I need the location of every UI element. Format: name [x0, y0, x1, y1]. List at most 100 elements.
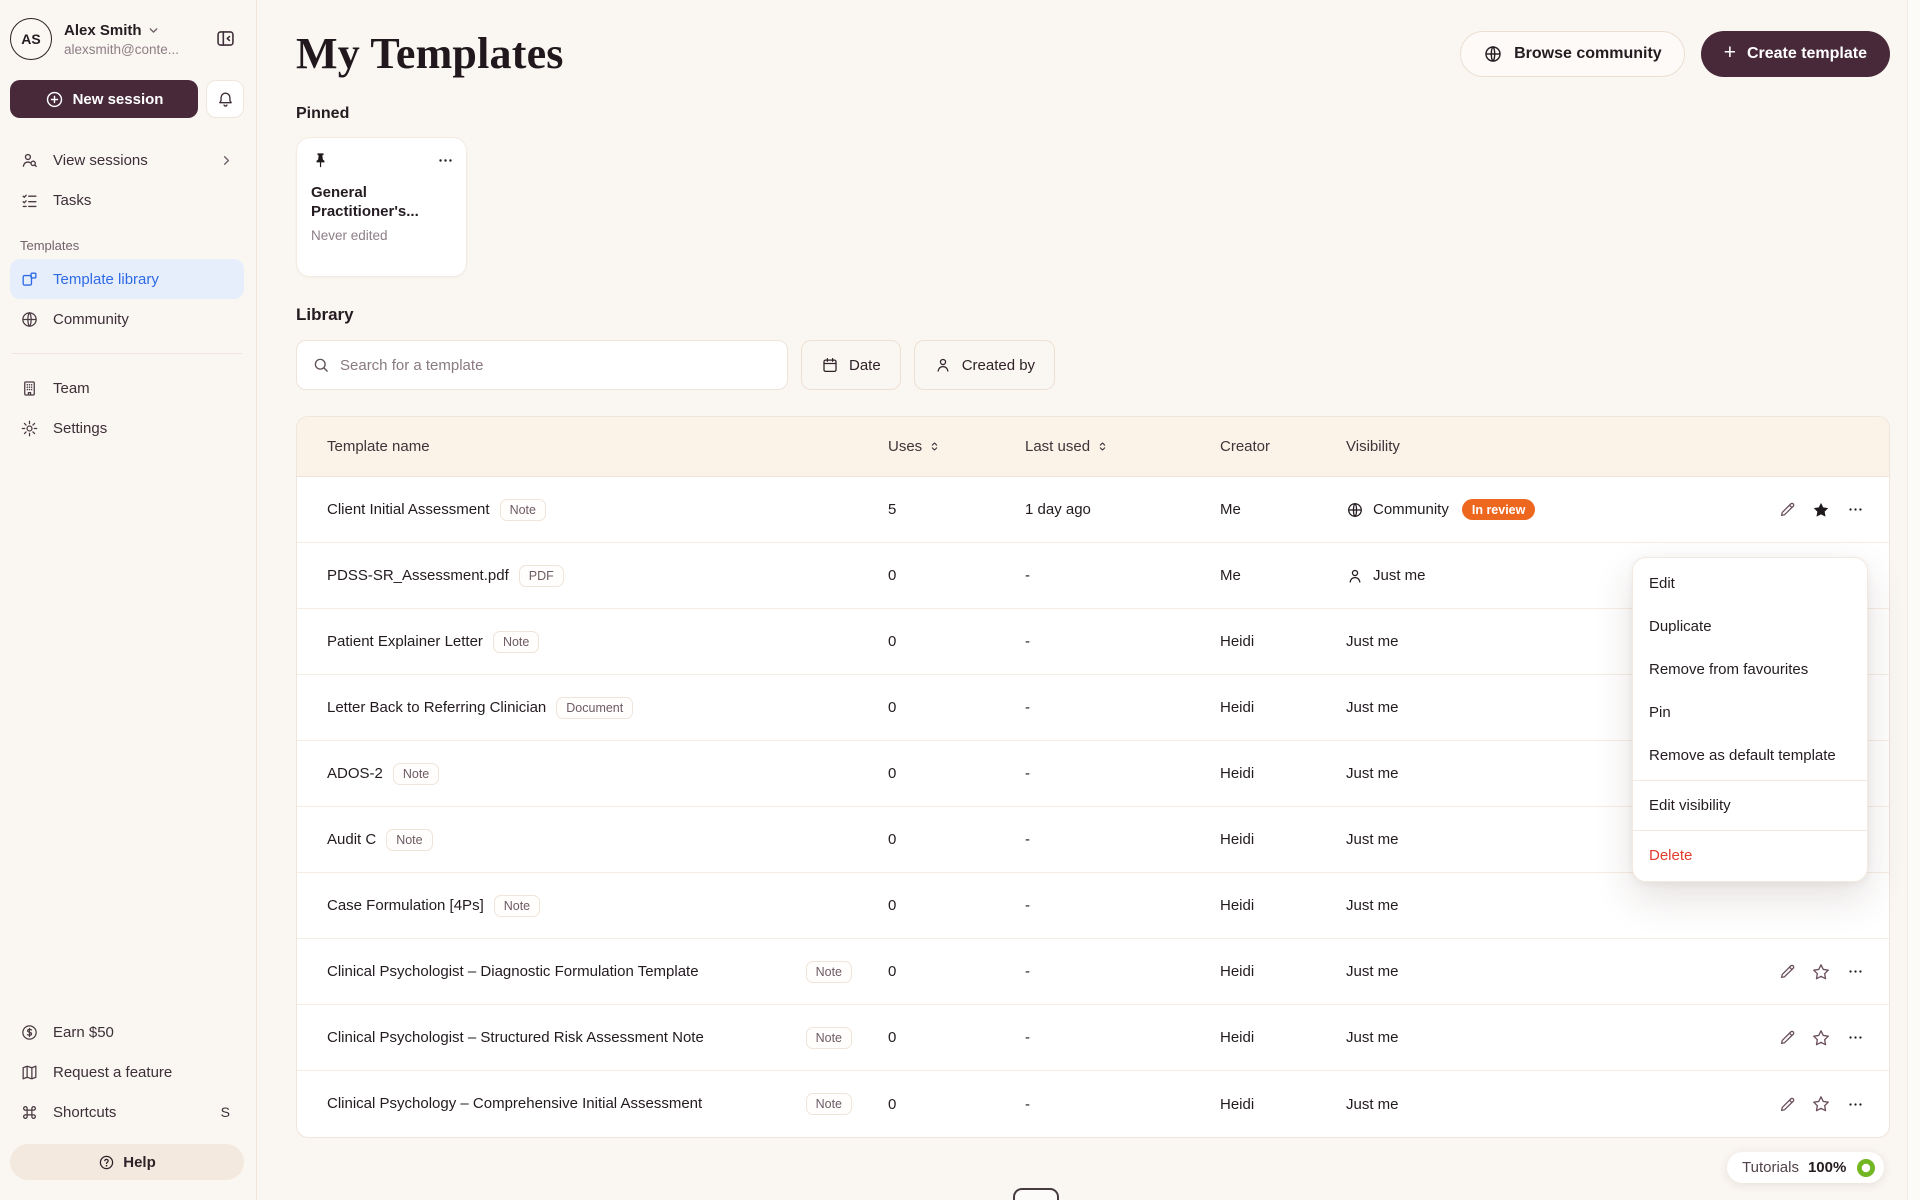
table-row[interactable]: PDSS-SR_Assessment.pdf PDF 0 - Me Just m…: [297, 543, 1889, 609]
uses-value: 0: [888, 1029, 897, 1046]
pencil-icon: [1780, 1097, 1794, 1111]
uses-value: 0: [888, 831, 897, 848]
table-row[interactable]: Clinical Psychologist – Diagnostic Formu…: [297, 939, 1889, 1005]
edit-button[interactable]: [1773, 496, 1801, 524]
globe-icon: [1485, 45, 1501, 62]
visibility-value: Just me: [1346, 897, 1399, 914]
collapse-sidebar-button[interactable]: [212, 25, 238, 51]
last-used-value: -: [1025, 831, 1030, 848]
create-template-button[interactable]: + Create template: [1700, 30, 1890, 77]
uses-value: 5: [888, 501, 897, 518]
search-input[interactable]: [340, 356, 772, 374]
ellipsis-icon: [1848, 508, 1862, 511]
scrollbar[interactable]: [1907, 0, 1920, 1200]
table-row[interactable]: Clinical Psychologist – Structured Risk …: [297, 1005, 1889, 1071]
template-grid-icon: [22, 271, 37, 286]
sidebar-item-request-feature[interactable]: Request a feature: [10, 1052, 244, 1092]
pencil-icon: [1780, 1030, 1794, 1045]
sidebar-item-view-sessions[interactable]: View sessions: [10, 140, 244, 180]
menu-item-pin[interactable]: Pin: [1649, 704, 1671, 721]
created-by-filter-button[interactable]: Created by: [913, 340, 1056, 390]
new-session-button[interactable]: New session: [10, 80, 198, 118]
tutorials-progress: 100%: [1807, 1159, 1847, 1176]
menu-item-delete[interactable]: Delete: [1649, 847, 1693, 864]
date-filter-button[interactable]: Date: [801, 340, 901, 390]
visibility-value: Just me: [1346, 831, 1399, 848]
sidebar-item-shortcuts[interactable]: Shortcuts S: [10, 1092, 244, 1132]
sidebar: AS Alex Smith alexsmith@conte... New ses…: [0, 0, 257, 1200]
search-icon: [314, 358, 328, 372]
dollar-coin-icon: [22, 1024, 37, 1040]
sidebar-item-label: View sessions: [53, 151, 148, 169]
menu-item-edit-visibility[interactable]: Edit visibility: [1649, 797, 1731, 814]
menu-item-remove-as-default-template[interactable]: Remove as default template: [1649, 747, 1836, 764]
pencil-icon: [1780, 964, 1794, 979]
library-section-label: Library: [296, 305, 354, 324]
sidebar-item-label: Team: [53, 379, 90, 397]
table-row[interactable]: ADOS-2 Note 0 - Heidi Just me: [297, 741, 1889, 807]
favourite-star-button[interactable]: [1807, 1024, 1835, 1052]
row-more-button[interactable]: [1841, 958, 1869, 986]
template-type-badge: Note: [493, 894, 541, 917]
sidebar-item-label: Request a feature: [53, 1063, 173, 1081]
row-more-button[interactable]: [1841, 1090, 1869, 1118]
sort-icon: [1099, 442, 1106, 451]
pagination-stub[interactable]: [1013, 1188, 1059, 1200]
table-row[interactable]: Client Initial Assessment Note 5 1 day a…: [297, 477, 1889, 543]
sidebar-item-team[interactable]: Team: [10, 368, 244, 408]
table-row[interactable]: Audit C Note 0 - Heidi Just me: [297, 807, 1889, 873]
sidebar-item-tasks[interactable]: Tasks: [10, 180, 244, 220]
visibility-value: Just me: [1346, 699, 1399, 716]
uses-value: 0: [888, 963, 897, 980]
tutorials-widget[interactable]: Tutorials 100%: [1727, 1152, 1885, 1183]
favourite-star-filled-button[interactable]: [1807, 496, 1835, 524]
chevron-down-icon: [149, 27, 157, 33]
sidebar-item-template-library[interactable]: Template library: [10, 259, 244, 299]
table-row[interactable]: Case Formulation [4Ps] Note 0 - Heidi Ju…: [297, 873, 1889, 939]
edit-button[interactable]: [1773, 1024, 1801, 1052]
edit-button[interactable]: [1773, 958, 1801, 986]
edit-button[interactable]: [1773, 1090, 1801, 1118]
card-more-button[interactable]: [437, 152, 454, 169]
sidebar-item-settings[interactable]: Settings: [10, 408, 244, 448]
template-search[interactable]: [296, 340, 788, 390]
templates-section-label: Templates: [20, 238, 80, 253]
creator-value: Heidi: [1220, 963, 1255, 980]
star-filled-icon: [1813, 502, 1829, 517]
last-used-value: -: [1025, 633, 1030, 650]
table-row[interactable]: Clinical Psychology – Comprehensive Init…: [297, 1071, 1889, 1137]
help-button[interactable]: Help: [10, 1144, 244, 1180]
ellipsis-icon: [1848, 1036, 1862, 1039]
row-actions: [1759, 1024, 1889, 1052]
row-more-button[interactable]: [1841, 1024, 1869, 1052]
table-body: Client Initial Assessment Note 5 1 day a…: [297, 477, 1889, 1137]
building-icon: [24, 380, 35, 396]
menu-item-edit[interactable]: Edit: [1649, 575, 1675, 592]
table-row[interactable]: Patient Explainer Letter Note 0 - Heidi …: [297, 609, 1889, 675]
browse-community-button[interactable]: Browse community: [1460, 30, 1685, 77]
menu-item-remove-from-favourites[interactable]: Remove from favourites: [1649, 661, 1809, 678]
column-header-uses-sort[interactable]: Uses: [888, 438, 941, 455]
column-header-template-name: Template name: [327, 438, 430, 455]
table-row[interactable]: Letter Back to Referring Clinician Docum…: [297, 675, 1889, 741]
user-menu[interactable]: AS Alex Smith alexsmith@conte...: [10, 16, 244, 74]
pinned-template-card[interactable]: General Practitioner's... Never edited: [296, 137, 467, 277]
column-header-last-used-sort[interactable]: Last used: [1025, 438, 1109, 455]
sidebar-divider: [12, 353, 242, 354]
menu-item-duplicate[interactable]: Duplicate: [1649, 618, 1712, 635]
template-type-badge: PDF: [518, 564, 564, 587]
favourite-star-button[interactable]: [1807, 1090, 1835, 1118]
favourite-star-button[interactable]: [1807, 958, 1835, 986]
visibility-value: Community: [1373, 501, 1449, 518]
row-more-button[interactable]: [1841, 496, 1869, 524]
page-title: My Templates: [296, 29, 564, 78]
chevron-right-icon: [223, 155, 230, 165]
sidebar-item-earn[interactable]: Earn $50: [10, 1012, 244, 1052]
uses-value: 0: [888, 633, 897, 650]
pinned-card-title: General Practitioner's...: [311, 184, 419, 220]
creator-value: Heidi: [1220, 897, 1255, 914]
sidebar-item-community[interactable]: Community: [10, 299, 244, 339]
notifications-button[interactable]: [206, 80, 244, 118]
shortcut-key-hint: S: [220, 1104, 230, 1120]
pinned-card-subtitle: Never edited: [311, 228, 388, 243]
